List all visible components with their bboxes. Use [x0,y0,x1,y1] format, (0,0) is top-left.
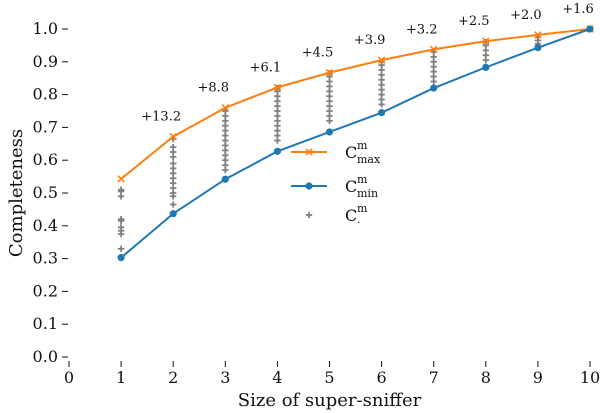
x-marker-b [377,56,386,64]
series-point-min [378,109,386,117]
y-tick-label: 0.2 [33,281,58,300]
scatter-point [170,143,177,151]
legend-label-min: C [345,177,357,196]
improvement-annotation: +13.2 [141,110,181,125]
series-point-max [325,68,334,77]
series-point-max [169,132,177,141]
series-line-min [120,28,591,259]
legend-marker-max [305,148,313,156]
scatter-point [117,224,125,231]
y-tick-label: 0.0 [33,347,58,366]
x-tick-label: 4 [272,368,282,387]
y-tick-label: 0.8 [33,85,58,104]
series-line-max [120,28,591,180]
x-tick-label: 9 [533,368,543,387]
x-axis-label: Size of super-sniffer [238,390,422,411]
y-tick-label: 0.7 [33,117,58,136]
y-axis-label: Completeness [6,129,27,257]
improvement-annotation: +2.0 [510,8,542,23]
scatter-point [117,186,125,193]
series-point-max [273,83,282,92]
legend-marker-min [305,182,313,190]
series-point-min [430,84,438,92]
improvement-annotation: +1.6 [562,2,594,17]
series-point-max [534,31,542,39]
series-point-min [586,25,594,33]
x-tick-label: 2 [168,368,178,387]
improvement-annotation: +3.9 [354,33,386,48]
x-marker-b [325,68,334,77]
legend-marker-scatter [305,211,313,219]
y-tick-label: 0.1 [33,314,58,333]
x-marker-b [273,83,282,92]
improvement-annotation: +3.2 [406,22,438,37]
scatter-point [117,245,125,252]
x-tick-label: 5 [324,368,334,387]
x-tick-label: 1 [116,368,126,387]
series-point-min [273,147,281,155]
x-marker-b [169,132,177,141]
series-point-max [117,175,125,183]
x-tick-label: 7 [429,368,439,387]
improvement-annotation: +2.5 [458,14,490,29]
scatter-point [117,216,125,223]
series-point-max [221,103,230,112]
legend-label-sub: min [357,187,378,200]
y-tick-label: 0.9 [33,52,58,71]
legend-label-scatter: C [345,206,357,225]
x-marker-b [534,31,542,39]
series-point-min [221,175,229,183]
legend-label-sup: m [357,173,368,186]
legend-label-sub: · [357,216,361,229]
series-point-min [534,44,542,52]
x-tick-label: 0 [64,368,74,387]
lines-layer [117,25,594,262]
annotation-layer: +13.2 +8.8 +6.1 +4.5 +3.9 +3.2 +2.5 +2.0 +1.6 [141,2,594,125]
scatter-point [170,201,177,208]
legend-label-max: C [345,143,357,162]
series-point-min [482,63,490,71]
x-tick-label: 10 [580,368,600,387]
series-point-max [429,45,438,54]
scatter-point [222,107,229,115]
scatter-layer [117,25,594,252]
x-marker-b [117,175,125,183]
y-tick-label: 0.5 [33,183,58,202]
series-point-min [117,254,125,262]
x-tick-label: 6 [377,368,387,387]
x-marker-b [429,45,438,54]
x-marker-b [482,37,490,45]
x-marker-b [221,103,230,112]
improvement-annotation: +8.8 [198,81,230,96]
series-point-min [325,128,334,136]
improvement-annotation: +4.5 [302,46,334,61]
legend-label-sup: m [357,139,368,152]
series-point-max [377,56,386,64]
scatter-point [170,160,177,167]
series-point-min [169,210,177,218]
x-tick-label: 8 [481,368,491,387]
y-tick-label: 0.3 [33,249,58,268]
y-tick-label: 1.0 [33,19,58,38]
series-point-max [482,37,490,45]
x-tick-label: 3 [220,368,230,387]
legend-label-sub: max [357,153,381,166]
legend-label-sup: m [357,202,368,215]
y-tick-label: 0.6 [33,150,58,169]
improvement-annotation: +6.1 [250,60,282,75]
axes: 0 1 2 3 4 5 6 7 8 9 10 0.0 0.1 0.2 0.3 0.4 0.5 0.6 0.7 0.8 0… [33,19,600,387]
y-tick-label: 0.4 [33,216,58,235]
